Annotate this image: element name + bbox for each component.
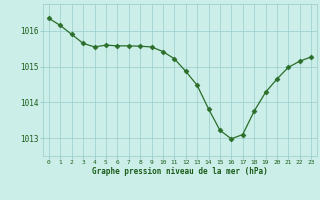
X-axis label: Graphe pression niveau de la mer (hPa): Graphe pression niveau de la mer (hPa) — [92, 167, 268, 176]
